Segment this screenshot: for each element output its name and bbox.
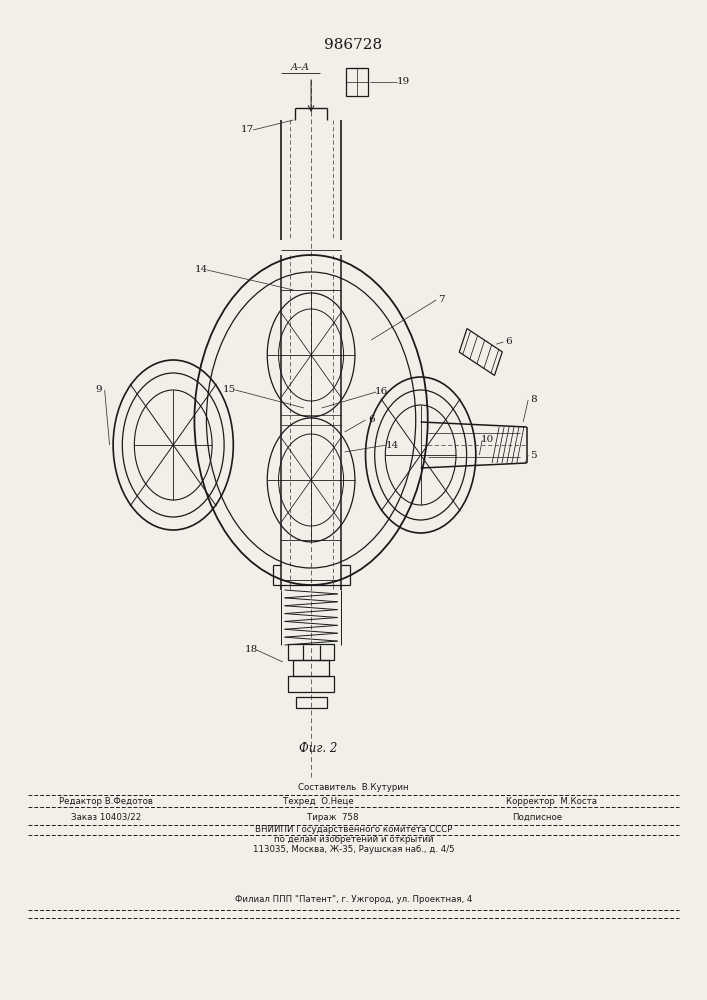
Bar <box>296 697 327 708</box>
Text: 986728: 986728 <box>325 38 382 52</box>
Text: 18: 18 <box>245 646 257 654</box>
Text: Редактор В.Федотов: Редактор В.Федотов <box>59 796 153 806</box>
Text: 14: 14 <box>386 440 399 450</box>
Text: 8: 8 <box>530 395 537 404</box>
Text: Тираж  758: Тираж 758 <box>307 812 358 822</box>
Bar <box>288 644 334 660</box>
Text: 16: 16 <box>375 387 388 396</box>
Text: 10: 10 <box>481 436 494 444</box>
Text: A–A: A–A <box>291 62 310 72</box>
Text: 9: 9 <box>95 385 103 394</box>
Bar <box>293 660 329 676</box>
Text: 6: 6 <box>506 338 513 347</box>
Bar <box>288 676 334 692</box>
Text: 15: 15 <box>223 385 236 394</box>
Text: Подписное: Подписное <box>513 812 562 822</box>
Text: 7: 7 <box>438 296 445 304</box>
Text: 19: 19 <box>397 78 409 87</box>
Text: Составитель  В.Кутурин: Составитель В.Кутурин <box>298 782 409 792</box>
Text: по делам изобретений и открытий: по делам изобретений и открытий <box>274 834 433 844</box>
Text: Заказ 10403/22: Заказ 10403/22 <box>71 812 141 822</box>
Text: Фиг. 2: Фиг. 2 <box>299 742 337 754</box>
Text: 5: 5 <box>530 450 537 460</box>
Text: ВНИИПИ Государственного комитета СССР: ВНИИПИ Государственного комитета СССР <box>255 824 452 834</box>
Text: Корректор  М.Коста: Корректор М.Коста <box>506 796 597 806</box>
Text: 6: 6 <box>368 416 375 424</box>
Text: Техред  О.Неце: Техред О.Неце <box>283 796 354 806</box>
Bar <box>346 68 368 96</box>
Text: 17: 17 <box>241 125 254 134</box>
Text: 113035, Москва, Ж-35, Раушская наб., д. 4/5: 113035, Москва, Ж-35, Раушская наб., д. … <box>252 844 455 854</box>
Text: 14: 14 <box>195 265 208 274</box>
Text: Филиал ППП "Патент", г. Ужгород, ул. Проектная, 4: Филиал ППП "Патент", г. Ужгород, ул. Про… <box>235 894 472 904</box>
